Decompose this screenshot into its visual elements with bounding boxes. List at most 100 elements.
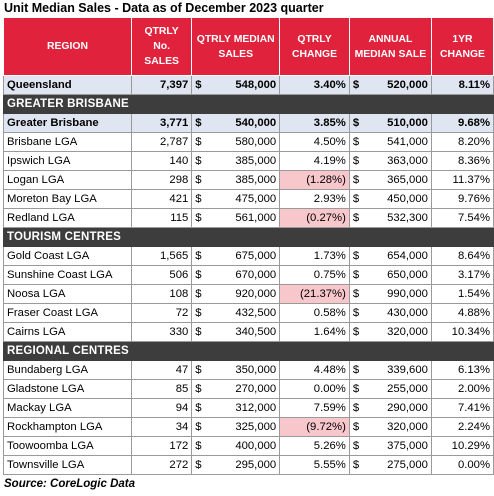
- summary-row: Greater Brisbane 3,771 $540,000 3.85% $510,0…: [3, 113, 494, 133]
- table-row: Ipswich LGA 140 $385,000 4.19% $363,000 8.36%: [3, 151, 494, 171]
- qtrly-change-cell: 4.19%: [279, 151, 350, 171]
- header-1yr-change: 1YR CHANGE: [430, 17, 494, 76]
- qtrly-sales-cell: 2,787: [130, 132, 193, 152]
- qtrly-change-cell: 5.26%: [279, 436, 350, 456]
- qtrly-sales-cell: 3,771: [130, 113, 193, 133]
- qtrly-sales-cell: 7,397: [130, 75, 193, 95]
- currency-symbol: $: [348, 455, 363, 475]
- table-title: Unit Median Sales - Data as of December …: [4, 1, 324, 15]
- yr-change-cell: 10.34%: [430, 322, 494, 342]
- currency-symbol: $: [191, 265, 206, 285]
- qtrly-change-cell: 1.64%: [279, 322, 350, 342]
- section-title: GREATER BRISBANE: [3, 94, 494, 114]
- qtrly-sales-cell: 421: [130, 189, 193, 209]
- currency-symbol: $: [348, 398, 363, 418]
- qtrly-change-cell: 3.85%: [279, 113, 350, 133]
- table-row: Moreton Bay LGA 421 $475,000 2.93% $450,000 9…: [3, 189, 494, 209]
- table-row: Townsville LGA 272 $295,000 5.55% $275,000 0.…: [3, 455, 494, 475]
- currency-symbol: $: [191, 379, 206, 399]
- qtrly-median-cell: 270,000: [205, 379, 281, 399]
- region-cell: Noosa LGA: [3, 284, 132, 304]
- yr-change-cell: 3.17%: [430, 265, 494, 285]
- currency-symbol: $: [348, 284, 363, 304]
- qtrly-median-cell: 385,000: [205, 170, 281, 190]
- qtrly-sales-cell: 47: [130, 360, 193, 380]
- region-cell: Fraser Coast LGA: [3, 303, 132, 323]
- currency-symbol: $: [348, 246, 363, 266]
- qtrly-change-cell: 3.40%: [279, 75, 350, 95]
- table-row: Sunshine Coast LGA 506 $670,000 0.75% $650,0…: [3, 265, 494, 285]
- table-body: Queensland 7,397 $548,000 3.40% $520,000 8.11…: [3, 75, 494, 475]
- annual-median-cell: 255,000: [362, 379, 432, 399]
- region-cell: Redland LGA: [3, 208, 132, 228]
- yr-change-cell: 8.11%: [430, 75, 494, 95]
- qtrly-change-cell: 2.93%: [279, 189, 350, 209]
- yr-change-cell: 8.64%: [430, 246, 494, 266]
- qtrly-change-cell: 5.55%: [279, 455, 350, 475]
- table-row: Redland LGA 115 $561,000 (0.27%) $532,300 7.5…: [3, 208, 494, 228]
- qtrly-median-cell: 675,000: [205, 246, 281, 266]
- qtrly-change-cell: 0.00%: [279, 379, 350, 399]
- median-sales-table: REGION QTRLY No. SALES QTRLY MEDIAN SALE…: [3, 17, 494, 475]
- table-row: Bundaberg LGA 47 $350,000 4.48% $339,600 6.13…: [3, 360, 494, 380]
- region-cell: Bundaberg LGA: [3, 360, 132, 380]
- table-row: Toowoomba LGA 172 $400,000 5.26% $375,000 10.…: [3, 436, 494, 456]
- currency-symbol: $: [191, 455, 206, 475]
- qtrly-sales-cell: 330: [130, 322, 193, 342]
- yr-change-cell: 8.20%: [430, 132, 494, 152]
- qtrly-sales-cell: 34: [130, 417, 193, 437]
- annual-median-cell: 363,000: [362, 151, 432, 171]
- qtrly-change-cell: 1.73%: [279, 246, 350, 266]
- yr-change-cell: 6.13%: [430, 360, 494, 380]
- currency-symbol: $: [191, 417, 206, 437]
- yr-change-cell: 2.24%: [430, 417, 494, 437]
- currency-symbol: $: [348, 151, 363, 171]
- currency-symbol: $: [191, 170, 206, 190]
- currency-symbol: $: [348, 322, 363, 342]
- yr-change-cell: 7.41%: [430, 398, 494, 418]
- currency-symbol: $: [348, 208, 363, 228]
- currency-symbol: $: [348, 132, 363, 152]
- qtrly-change-cell: (21.37%): [279, 284, 350, 304]
- qtrly-median-cell: 350,000: [205, 360, 281, 380]
- yr-change-cell: 2.00%: [430, 379, 494, 399]
- annual-median-cell: 450,000: [362, 189, 432, 209]
- region-cell: Logan LGA: [3, 170, 132, 190]
- currency-symbol: $: [191, 360, 206, 380]
- header-qtrly-change: QTRLY CHANGE: [279, 17, 350, 76]
- qtrly-sales-cell: 85: [130, 379, 193, 399]
- currency-symbol: $: [191, 303, 206, 323]
- currency-symbol: $: [348, 75, 363, 95]
- table-row: Logan LGA 298 $385,000 (1.28%) $365,000 11.37…: [3, 170, 494, 190]
- qtrly-median-cell: 340,500: [205, 322, 281, 342]
- currency-symbol: $: [191, 75, 206, 95]
- currency-symbol: $: [348, 265, 363, 285]
- currency-symbol: $: [348, 303, 363, 323]
- region-cell: Greater Brisbane: [3, 113, 132, 133]
- source-note: Source: CoreLogic Data: [4, 478, 135, 490]
- qtrly-median-cell: 548,000: [205, 75, 281, 95]
- region-cell: Ipswich LGA: [3, 151, 132, 171]
- yr-change-cell: 9.76%: [430, 189, 494, 209]
- header-row: REGION QTRLY No. SALES QTRLY MEDIAN SALE…: [3, 17, 494, 76]
- region-cell: Mackay LGA: [3, 398, 132, 418]
- header-annual-median: ANNUAL MEDIAN SALE: [348, 17, 432, 76]
- qtrly-sales-cell: 172: [130, 436, 193, 456]
- yr-change-cell: 8.36%: [430, 151, 494, 171]
- table-row: Gold Coast LGA 1,565 $675,000 1.73% $654,000…: [3, 246, 494, 266]
- currency-symbol: $: [191, 436, 206, 456]
- yr-change-cell: 11.37%: [430, 170, 494, 190]
- annual-median-cell: 532,300: [362, 208, 432, 228]
- qtrly-sales-cell: 298: [130, 170, 193, 190]
- qtrly-sales-cell: 115: [130, 208, 193, 228]
- currency-symbol: $: [348, 189, 363, 209]
- currency-symbol: $: [191, 113, 206, 133]
- annual-median-cell: 520,000: [362, 75, 432, 95]
- currency-symbol: $: [191, 151, 206, 171]
- qtrly-change-cell: 4.48%: [279, 360, 350, 380]
- annual-median-cell: 510,000: [362, 113, 432, 133]
- currency-symbol: $: [191, 132, 206, 152]
- currency-symbol: $: [191, 398, 206, 418]
- annual-median-cell: 290,000: [362, 398, 432, 418]
